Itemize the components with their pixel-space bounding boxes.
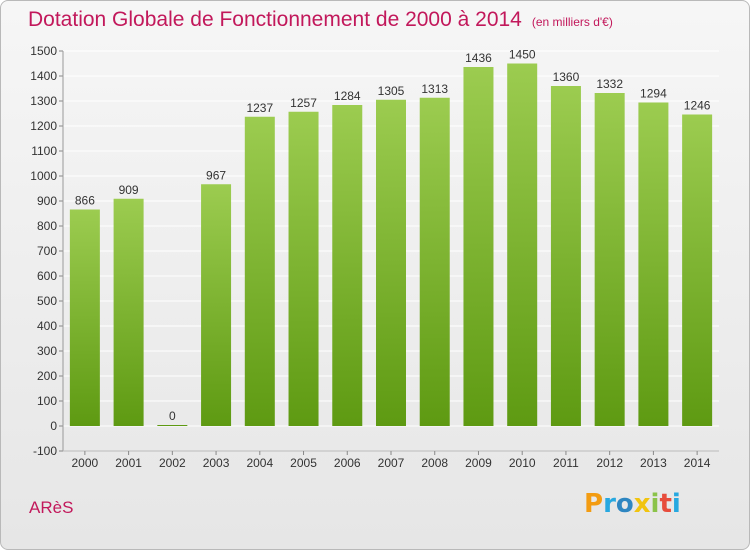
x-tick-label-2000: 2000 — [72, 456, 99, 470]
data-label-2006: 1284 — [334, 89, 361, 103]
bar-2004 — [244, 116, 275, 426]
bar-2000 — [69, 209, 100, 426]
y-tick-label: 600 — [37, 269, 57, 283]
data-label-2008: 1313 — [421, 82, 448, 96]
y-tick-label: 800 — [37, 219, 57, 233]
data-label-2004: 1237 — [246, 101, 273, 115]
x-tick-label-2014: 2014 — [684, 456, 711, 470]
y-tick-label: 200 — [37, 369, 57, 383]
y-tick-label: 1300 — [30, 94, 57, 108]
y-tick-label: 300 — [37, 344, 57, 358]
x-tick-label-2002: 2002 — [159, 456, 186, 470]
y-tick-label: 1100 — [31, 144, 57, 158]
data-label-2009: 1436 — [465, 51, 492, 65]
y-axis-ticks: -100 0 100 200 300 400 500 600 700 800 900 1000 1100… — [30, 44, 719, 458]
chart-subtitle: (en milliers d'€) — [531, 15, 613, 29]
x-axis-ticks: 2000 2001 2002 2003 2004 2005 2006 2007 2008 2009… — [72, 451, 711, 470]
bar-2001 — [113, 198, 144, 426]
y-tick-label: 500 — [37, 294, 57, 308]
x-tick-label-2012: 2012 — [596, 456, 623, 470]
logo-letter: P — [584, 489, 604, 519]
x-tick-label-2011: 2011 — [553, 456, 579, 470]
bar-2008 — [419, 97, 450, 426]
bar-2005 — [288, 111, 319, 426]
data-label-2007: 1305 — [378, 84, 405, 98]
x-tick-label-2007: 2007 — [378, 456, 405, 470]
data-label-2010: 1450 — [509, 48, 536, 62]
y-tick-label: 700 — [37, 244, 57, 258]
y-tick-label: 400 — [37, 319, 57, 333]
y-tick-label: 1000 — [30, 169, 57, 183]
chart-title: Dotation Globale de Fonctionnement de 20… — [28, 8, 613, 32]
y-tick-label: 1500 — [30, 44, 57, 58]
x-tick-label-2003: 2003 — [203, 456, 230, 470]
x-tick-label-2005: 2005 — [290, 456, 317, 470]
data-label-2001: 909 — [119, 183, 139, 197]
bar-2012 — [594, 93, 625, 426]
data-label-2002: 0 — [169, 409, 176, 423]
y-tick-label: 1200 — [30, 119, 57, 133]
city-name: ARèS — [29, 498, 74, 517]
x-tick-label-2001: 2001 — [115, 456, 142, 470]
y-tick-label: 0 — [50, 419, 57, 433]
bar-2009 — [463, 67, 494, 426]
data-label-2012: 1332 — [596, 77, 623, 91]
logo-letter: t — [659, 489, 672, 519]
data-label-2014: 1246 — [684, 99, 711, 113]
logo-letter: r — [603, 489, 616, 519]
y-tick-label: 900 — [37, 194, 57, 208]
y-tick-label: 100 — [37, 394, 57, 408]
x-tick-label-2004: 2004 — [246, 456, 273, 470]
logo-letter: i — [650, 489, 660, 519]
bar-2011 — [550, 86, 581, 426]
bar-2007 — [376, 99, 406, 426]
proxiti-logo: Proxiti — [584, 489, 681, 519]
logo-letter: i — [671, 489, 681, 519]
x-tick-label-2008: 2008 — [421, 456, 448, 470]
data-label-2000: 866 — [75, 194, 95, 208]
data-labels: 866 909 0 967 1237 1257 1284 1305 1313 1436 1450 13… — [75, 48, 711, 424]
x-tick-label-2009: 2009 — [465, 456, 492, 470]
data-label-2013: 1294 — [640, 87, 667, 101]
logo-letter: o — [615, 489, 634, 519]
bar-2010 — [507, 63, 538, 426]
bar-2014 — [682, 114, 713, 426]
bar-2003 — [201, 184, 232, 426]
y-tick-label: -100 — [33, 444, 57, 458]
bar-2006 — [332, 105, 363, 426]
bars — [69, 63, 713, 426]
data-label-2005: 1257 — [290, 96, 317, 110]
bar-2002 — [157, 425, 188, 426]
x-tick-label-2010: 2010 — [509, 456, 536, 470]
logo-letter: x — [633, 489, 651, 519]
bar-2013 — [638, 102, 669, 426]
x-tick-label-2006: 2006 — [334, 456, 361, 470]
x-tick-label-2013: 2013 — [640, 456, 667, 470]
chart-title-text: Dotation Globale de Fonctionnement de 20… — [28, 8, 522, 31]
data-label-2011: 1360 — [553, 70, 580, 84]
y-tick-label: 1400 — [30, 69, 57, 83]
data-label-2003: 967 — [206, 168, 226, 182]
